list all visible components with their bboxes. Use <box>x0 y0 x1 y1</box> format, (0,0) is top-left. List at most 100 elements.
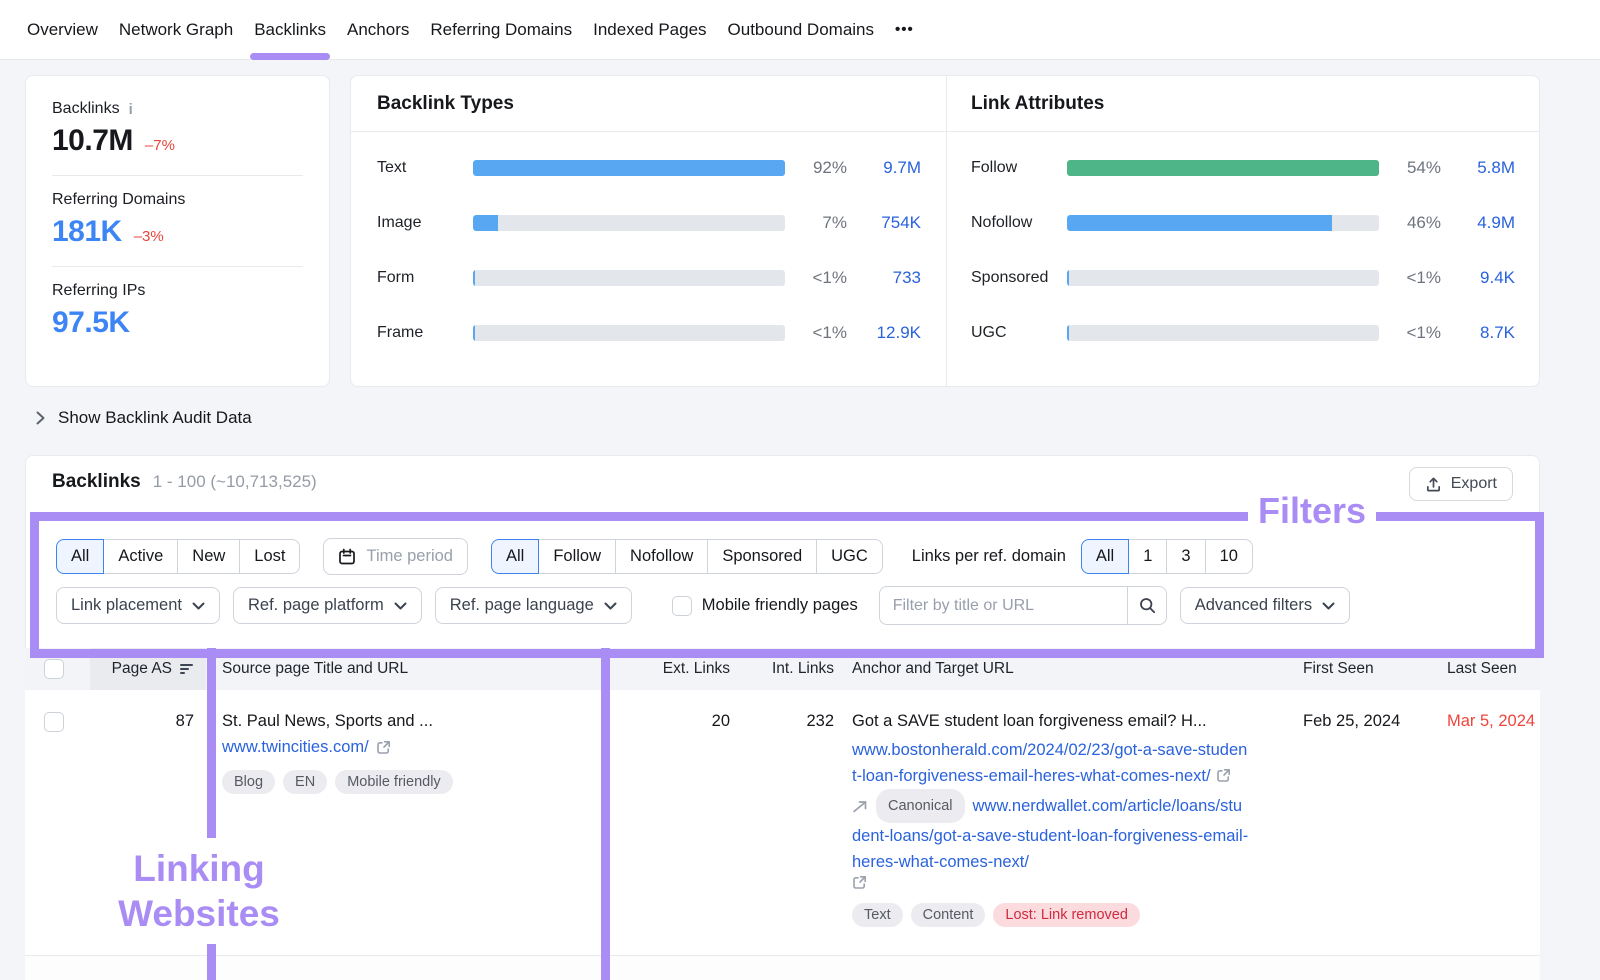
tab-indexed-pages[interactable]: Indexed Pages <box>593 19 707 39</box>
links-per-domain-10[interactable]: 10 <box>1204 539 1253 574</box>
bar-track <box>473 214 785 231</box>
follow-filter-all[interactable]: All <box>491 539 540 574</box>
referring-domains-stat-label: Referring Domains <box>52 191 186 208</box>
select-all-checkbox[interactable] <box>44 659 64 679</box>
more-tabs-icon[interactable]: ••• <box>895 21 914 38</box>
tag-content: Content <box>910 903 986 927</box>
status-filter-new[interactable]: New <box>177 539 241 574</box>
follow-filter-sponsored[interactable]: Sponsored <box>707 539 818 574</box>
link-tags: Text Content Lost: Link removed <box>852 903 1250 927</box>
status-filter-all[interactable]: All <box>56 539 105 574</box>
bar-row-image: Image 7% 754K <box>351 195 945 250</box>
bar-label: Form <box>377 268 415 286</box>
row-anchor-target-cell: Got a SAVE student loan forgiveness emai… <box>852 712 1250 927</box>
row-first-seen: Feb 25, 2024 <box>1303 712 1401 730</box>
bar-count-link[interactable]: 754K <box>881 212 921 232</box>
mobile-friendly-checkbox[interactable] <box>671 595 692 616</box>
follow-filter-follow[interactable]: Follow <box>538 539 617 574</box>
external-link-icon[interactable] <box>376 740 391 755</box>
linking-annotation-label: Linking Websites <box>88 838 310 944</box>
ref-page-language-dropdown[interactable]: Ref. page language <box>434 587 632 624</box>
chevron-down-icon <box>1322 602 1335 609</box>
links-per-domain-all[interactable]: All <box>1080 539 1130 574</box>
bar-fill <box>1067 159 1379 176</box>
column-header-last-seen: Last Seen <box>1447 660 1517 677</box>
export-icon <box>1426 477 1440 491</box>
bar-track <box>473 159 785 176</box>
referring-ips-stat-value[interactable]: 97.5K <box>52 306 130 339</box>
link-placement-label: Link placement <box>71 596 182 614</box>
ref-page-platform-label: Ref. page platform <box>247 596 384 614</box>
referring-domains-stat-value[interactable]: 181K <box>52 215 122 248</box>
anchor-text: Got a SAVE student loan forgiveness emai… <box>852 712 1207 730</box>
time-period-label: Time period <box>366 547 453 565</box>
external-link-icon[interactable] <box>1216 768 1231 783</box>
backlink-types-attributes-panel: Backlink Types Link Attributes Text 92% … <box>350 75 1540 387</box>
tab-network-graph[interactable]: Network Graph <box>118 19 234 39</box>
column-header-ext-links: Ext. Links <box>662 660 730 677</box>
bar-percent: 46% <box>1406 212 1441 232</box>
backlinks-stat-delta: –7% <box>144 137 175 154</box>
bar-label: Follow <box>971 158 1018 176</box>
status-filter-active[interactable]: Active <box>103 539 179 574</box>
tab-outbound-domains[interactable]: Outbound Domains <box>727 19 875 39</box>
backlink-types-title: Backlink Types <box>377 92 514 114</box>
title-url-filter-input[interactable] <box>878 586 1167 625</box>
canonical-url-link[interactable]: www.nerdwallet.com/article/loans/student… <box>852 797 1249 871</box>
row-checkbox[interactable] <box>44 712 64 732</box>
info-icon[interactable]: i <box>128 100 133 118</box>
export-label: Export <box>1450 475 1497 492</box>
export-button[interactable]: Export <box>1408 467 1513 501</box>
bar-track <box>1067 159 1379 176</box>
backlinks-result-range: 1 - 100 (~10,713,525) <box>152 472 317 491</box>
search-icon[interactable] <box>1126 586 1167 625</box>
bar-fill <box>473 269 476 286</box>
bar-count-link[interactable]: 733 <box>892 267 921 287</box>
row-ext-links: 20 <box>711 712 730 730</box>
divider <box>52 266 303 267</box>
divider <box>946 76 947 386</box>
page-as-header-label: Page AS <box>111 660 172 677</box>
bar-count-link[interactable]: 5.8M <box>1477 157 1515 177</box>
sort-desc-icon <box>180 664 193 674</box>
bar-row-nofollow: Nofollow 46% 4.9M <box>945 195 1539 250</box>
link-placement-dropdown[interactable]: Link placement <box>56 587 220 624</box>
tab-anchors[interactable]: Anchors <box>347 19 410 39</box>
advanced-filters-dropdown[interactable]: Advanced filters <box>1179 587 1351 624</box>
bar-track <box>1067 269 1379 286</box>
bar-track <box>1067 324 1379 341</box>
bar-fill <box>1067 324 1070 341</box>
ref-page-platform-dropdown[interactable]: Ref. page platform <box>232 587 422 624</box>
bar-percent: 7% <box>822 212 847 232</box>
target-url-link[interactable]: www.bostonherald.com/2024/02/23/got-a-sa… <box>852 741 1248 785</box>
status-filter-lost[interactable]: Lost <box>239 539 301 574</box>
title-url-filter <box>878 586 1167 625</box>
time-period-button[interactable]: Time period <box>323 538 468 575</box>
follow-filter-ugc[interactable]: UGC <box>816 539 883 574</box>
show-backlink-audit-toggle[interactable]: Show Backlink Audit Data <box>36 408 252 428</box>
bar-count-link[interactable]: 4.9M <box>1477 212 1515 232</box>
bar-count-link[interactable]: 9.4K <box>1480 267 1515 287</box>
mobile-friendly-filter[interactable]: Mobile friendly pages <box>671 595 858 616</box>
bar-label: Nofollow <box>971 213 1033 231</box>
bar-percent: <1% <box>1406 267 1442 287</box>
column-header-page-as[interactable]: Page AS <box>90 648 206 690</box>
bar-count-link[interactable]: 9.7M <box>883 157 921 177</box>
links-per-domain-1[interactable]: 1 <box>1128 539 1168 574</box>
follow-filter-nofollow[interactable]: Nofollow <box>615 539 709 574</box>
canonical-badge: Canonical <box>876 789 965 823</box>
summary-stats-card: Backlinks i 10.7M –7% Referring Domains … <box>25 75 330 387</box>
links-per-domain-3[interactable]: 3 <box>1166 539 1206 574</box>
bar-count-link[interactable]: 8.7K <box>1480 322 1515 342</box>
tab-referring-domains[interactable]: Referring Domains <box>430 19 573 39</box>
bar-row-ugc: UGC <1% 8.7K <box>945 305 1539 360</box>
linking-annotation-box <box>601 648 610 980</box>
external-link-icon[interactable] <box>852 875 867 890</box>
link-attributes-chart: Follow 54% 5.8M Nofollow 46% 4.9M Sponso… <box>945 140 1539 360</box>
linking-annotation-box <box>207 648 216 980</box>
bar-count-link[interactable]: 12.9K <box>876 322 921 342</box>
source-url-link[interactable]: www.twincities.com/ <box>222 738 369 756</box>
next-row-edge <box>25 956 1540 980</box>
tab-overview[interactable]: Overview <box>27 19 98 39</box>
tab-backlinks[interactable]: Backlinks <box>250 0 330 60</box>
